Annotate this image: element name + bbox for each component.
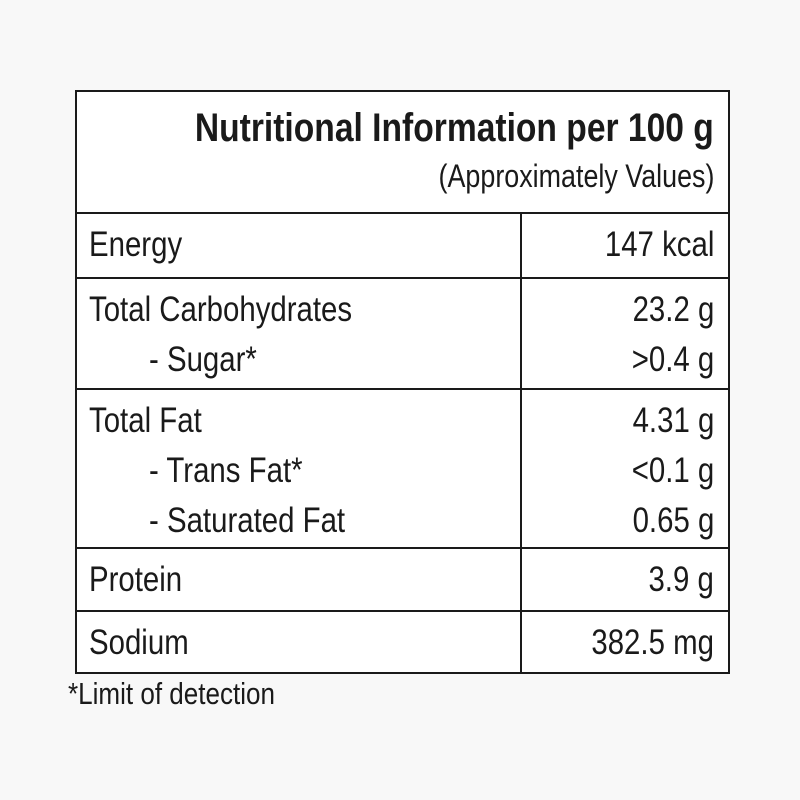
nutrition-table: Nutritional Information per 100 g (Appro… [75,90,730,674]
footnote-text: *Limit of detection [68,676,275,711]
row-value: >0.4 g [616,335,714,384]
column-divider [520,549,522,610]
row-label-text: Total Carbohydrates [89,289,353,329]
row-value-text: 3.9 g [648,560,714,599]
row-label-text: Energy [89,225,183,264]
row-label: Total Fat [89,396,223,445]
row-value: 0.65 g [617,496,714,545]
row-value: 382.5 mg [568,618,714,667]
row-label-text: - Trans Fat* [149,450,303,490]
row-label: - Sugar* [149,335,277,384]
row-label-text: - Sugar* [149,339,257,379]
row-label: Energy [89,220,200,269]
table-body: Energy 147 kcal Total Carbohydrates 23.2 g -… [77,214,728,672]
row-value: 23.2 g [617,285,714,334]
row-group: Energy 147 kcal [77,214,728,277]
row-value: 4.31 g [617,396,714,445]
row-value: 3.9 g [636,555,714,604]
row-label-text: Total Fat [89,400,202,440]
row-group: Total Carbohydrates 23.2 g - Sugar* >0.4 g [77,276,728,388]
row-label-text: Sodium [89,622,189,662]
column-divider [520,214,522,277]
column-divider [520,389,522,547]
row-label: Total Carbohydrates [89,285,402,334]
column-divider [520,278,522,388]
row-value: <0.1 g [616,446,714,495]
subtitle-text: (Approximately Values) [438,158,714,194]
footnote: *Limit of detection [68,676,314,712]
row-label-text: - Saturated Fat [149,500,346,540]
row-group: Protein 3.9 g [77,547,728,610]
row-label: Protein [89,555,200,604]
row-value-text: 0.65 g [632,500,714,540]
row-label: - Trans Fat* [149,446,332,495]
row-value-text: <0.1 g [631,450,714,490]
row-group: Total Fat 4.31 g - Trans Fat* <0.1 g - Satur… [77,387,728,547]
row-value-text: 382.5 mg [591,622,714,662]
subtitle: (Approximately Values) [386,158,714,195]
row-value-text: >0.4 g [631,339,714,379]
row-label: - Saturated Fat [149,496,382,545]
row-value-text: 4.31 g [632,400,714,440]
column-divider [520,611,522,672]
row-label: Sodium [89,618,208,667]
table-header: Nutritional Information per 100 g (Appro… [77,92,728,214]
title-text: Nutritional Information per 100 g [195,106,714,150]
row-value: 147 kcal [584,220,714,269]
title: Nutritional Information per 100 g [96,106,714,151]
row-group: Sodium 382.5 mg [77,609,728,672]
row-label-text: Protein [89,560,183,599]
row-value-text: 23.2 g [632,289,714,329]
row-value-text: 147 kcal [604,225,714,264]
